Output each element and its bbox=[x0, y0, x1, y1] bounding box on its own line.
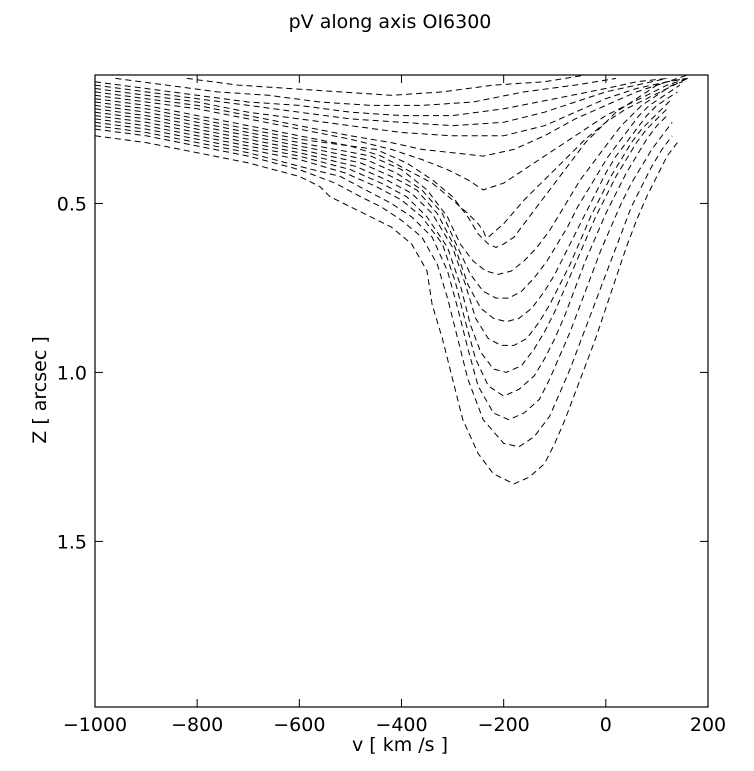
contour-line-11 bbox=[94, 77, 688, 238]
contour-line-1 bbox=[94, 135, 678, 485]
plot-frame bbox=[94, 74, 709, 708]
contour-line-18 bbox=[186, 74, 586, 96]
x-tick-label: −200 bbox=[478, 714, 530, 736]
y-tick-label: 1.5 bbox=[57, 531, 87, 553]
contour-line-10 bbox=[94, 74, 688, 248]
x-axis-ticks: −1000 −800 −600 −400 −200 0 200 bbox=[63, 75, 726, 736]
y-axis-ticks: 0.5 1.0 1.5 bbox=[57, 193, 708, 553]
contour-line-7 bbox=[94, 91, 678, 323]
contour-line-17 bbox=[115, 77, 617, 106]
x-tick-label: −400 bbox=[375, 714, 427, 736]
x-tick-label: 200 bbox=[690, 714, 726, 736]
contour-line-4 bbox=[94, 115, 668, 397]
x-axis-label: v [ km /s ] bbox=[352, 734, 448, 756]
contour-line-9 bbox=[94, 81, 683, 275]
y-axis-label: Z [ arcsec ] bbox=[29, 336, 51, 443]
contour-line-12 bbox=[94, 77, 688, 191]
x-tick-label: −800 bbox=[171, 714, 223, 736]
contour-line-6 bbox=[94, 98, 673, 346]
y-tick-label: 0.5 bbox=[57, 193, 87, 215]
contour-line-14 bbox=[94, 77, 688, 137]
chart-title: pV along axis OI6300 bbox=[289, 11, 492, 33]
contour-line-8 bbox=[94, 84, 681, 299]
contour-line-13 bbox=[94, 77, 688, 157]
contour-line-3 bbox=[94, 121, 673, 421]
x-tick-label: −1000 bbox=[63, 714, 127, 736]
contour-lines bbox=[94, 74, 688, 485]
y-tick-label: 1.0 bbox=[57, 362, 87, 384]
x-tick-label: −600 bbox=[273, 714, 325, 736]
contour-line-2 bbox=[94, 128, 673, 448]
contour-line-15 bbox=[94, 77, 668, 127]
contour-line-16 bbox=[94, 77, 668, 117]
x-tick-label: 0 bbox=[600, 714, 612, 736]
contour-line-5 bbox=[94, 108, 668, 373]
